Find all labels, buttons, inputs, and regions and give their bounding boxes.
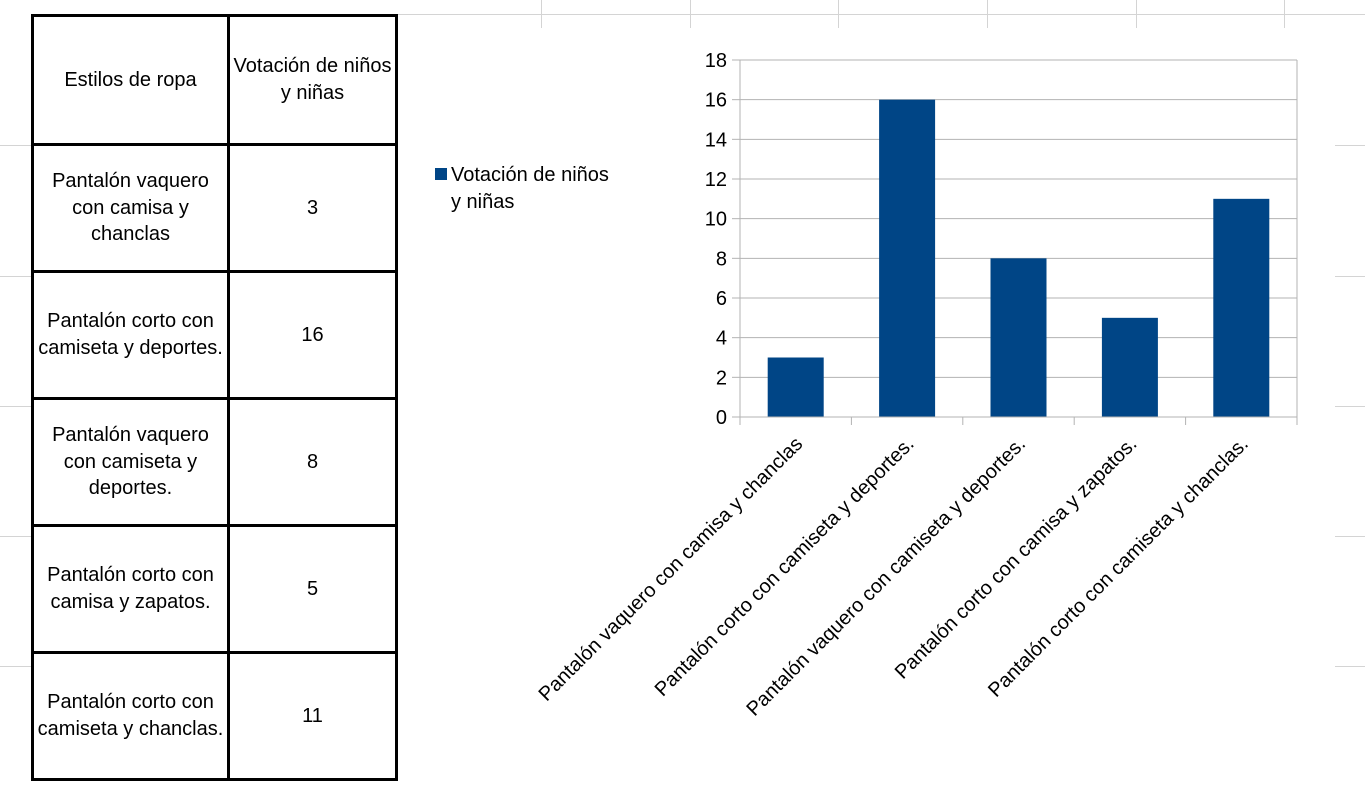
table-row: Pantalón vaquero con camisa y chanclas 3 [31,143,398,273]
y-tick-label: 6 [716,288,727,310]
table-row: Pantalón corto con camiseta y chanclas. … [31,651,398,781]
x-category-label: Pantalón corto con camiseta y chanclas. [984,433,1253,702]
bar-5 [1213,198,1270,417]
sheet-row-line [1335,666,1365,667]
sheet-row-line [0,145,31,146]
style-cell[interactable]: Pantalón corto con camiseta y chanclas. [31,651,230,781]
sheet-row-line [0,666,31,667]
table-row: Pantalón corto con camisa y zapatos. 5 [31,524,398,654]
x-category-label: Pantalón corto con camisa y zapatos. [891,433,1142,684]
bar-3 [990,258,1047,417]
y-tick-label: 12 [705,169,727,191]
sheet-row-line [1335,536,1365,537]
y-tick-label: 18 [705,50,727,72]
votes-cell[interactable]: 8 [227,397,398,527]
header-cell-votacion[interactable]: Votación de niños y niñas [227,14,398,146]
sheet-row-line [395,14,1365,15]
sheet-row-line [0,276,31,277]
table-header-row: Estilos de ropa Votación de niños y niña… [31,14,398,146]
style-cell[interactable]: Pantalón vaquero con camisa y chanclas [31,143,230,273]
style-cell[interactable]: Pantalón corto con camisa y zapatos. [31,524,230,654]
votes-cell[interactable]: 5 [227,524,398,654]
sheet-row-line [0,406,31,407]
table-row: Pantalón vaquero con camiseta y deportes… [31,397,398,527]
sheet-row-line [1335,406,1365,407]
sheet-row-line [0,536,31,537]
y-tick-label: 10 [705,209,727,231]
y-tick-label: 14 [705,129,727,151]
votes-cell[interactable]: 16 [227,270,398,400]
x-category-label: Pantalón corto con camiseta y deportes. [651,433,919,701]
style-cell[interactable]: Pantalón corto con camiseta y deportes. [31,270,230,400]
y-tick-label: 16 [705,90,727,112]
bar-1 [767,357,824,417]
sheet-row-line [1335,276,1365,277]
bar-2 [879,99,936,418]
votes-cell[interactable]: 3 [227,143,398,273]
style-cell[interactable]: Pantalón vaquero con camiseta y deportes… [31,397,230,527]
bar-4 [1101,317,1158,417]
legend-swatch [435,168,447,180]
y-tick-label: 4 [716,328,727,350]
votes-table: Estilos de ropa Votación de niños y niña… [31,14,398,781]
votes-cell[interactable]: 11 [227,651,398,781]
y-tick-label: 0 [716,407,727,429]
chart-legend[interactable]: Votación de niños y niñas [435,162,611,215]
table-row: Pantalón corto con camiseta y deportes. … [31,270,398,400]
y-tick-label: 8 [716,248,727,270]
header-cell-estilos[interactable]: Estilos de ropa [31,14,230,146]
sheet-row-line [1335,145,1365,146]
y-tick-label: 2 [716,367,727,389]
legend-label: Votación de niños y niñas [451,164,609,213]
